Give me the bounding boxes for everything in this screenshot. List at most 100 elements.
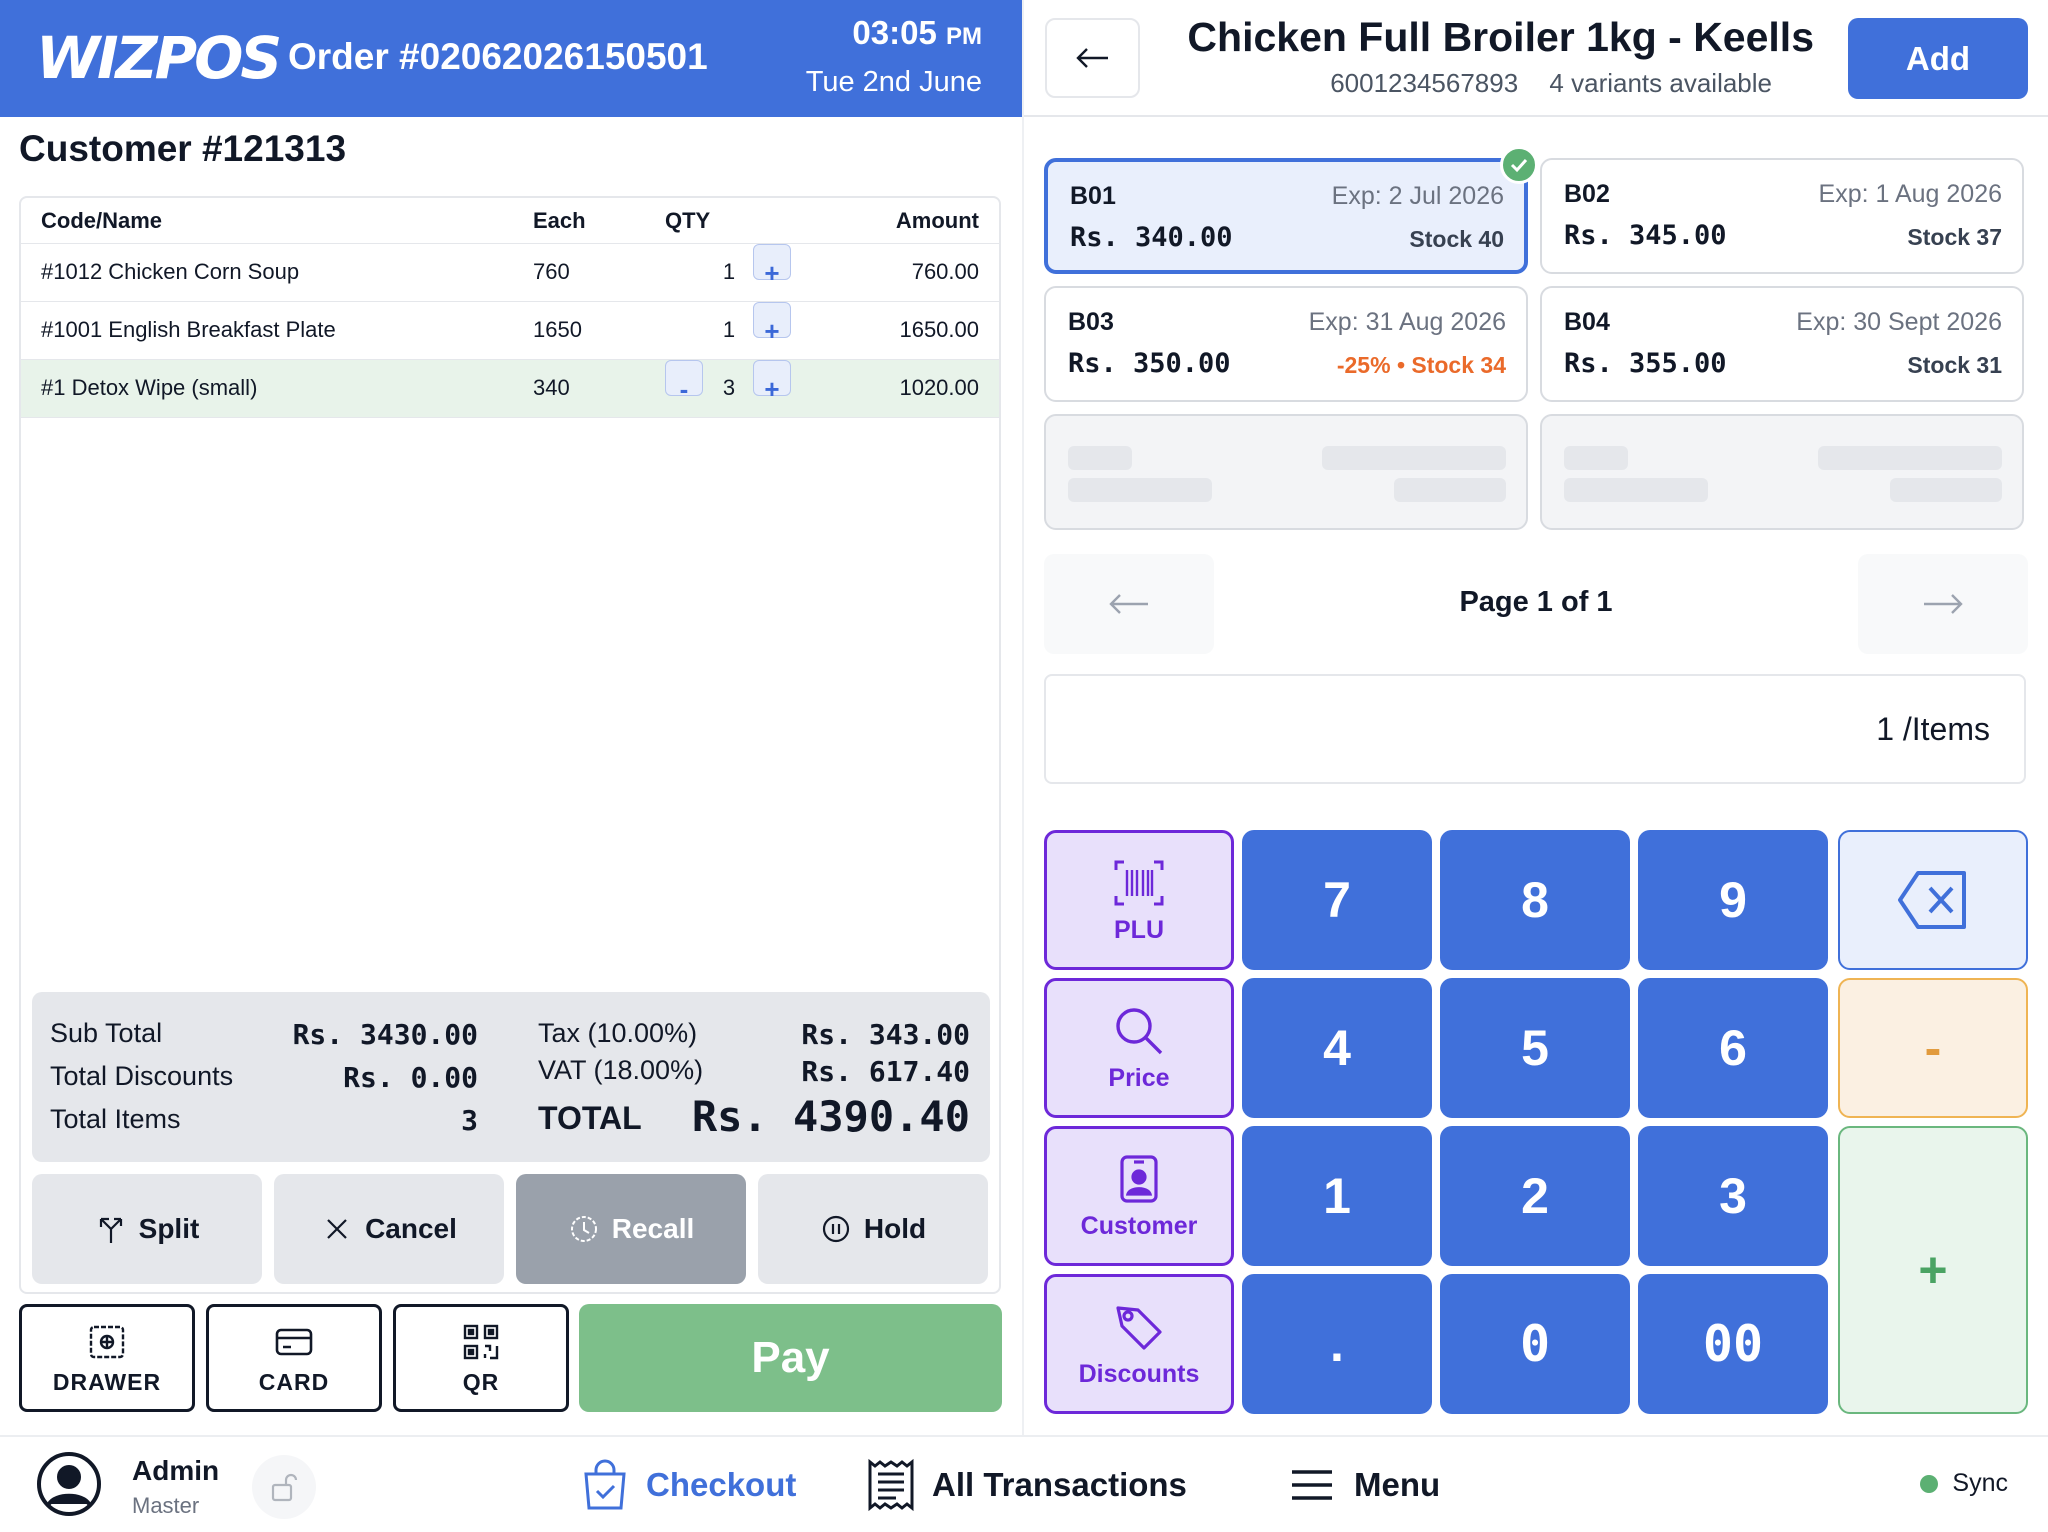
sync-label: Sync	[1952, 1469, 2008, 1497]
cancel-button[interactable]: Cancel	[274, 1174, 504, 1284]
key-8[interactable]: 8	[1440, 830, 1630, 970]
qty-plus-button[interactable]: +	[753, 360, 791, 404]
backspace-icon	[1898, 871, 1966, 929]
key-1[interactable]: 1	[1242, 1126, 1432, 1266]
key-7[interactable]: 7	[1242, 830, 1432, 970]
customer-label: Customer	[1080, 1211, 1198, 1240]
items-label: Total Items	[50, 1104, 181, 1134]
key-2[interactable]: 2	[1440, 1126, 1630, 1266]
item-amount: 760.00	[911, 259, 979, 284]
card-button[interactable]: CARD	[206, 1304, 382, 1412]
clock-icon	[570, 1216, 597, 1242]
id-badge-icon	[1120, 1154, 1158, 1203]
total-value: Rs. 4390.40	[691, 1092, 970, 1141]
recall-label: Recall	[611, 1213, 695, 1244]
split-label: Split	[138, 1213, 200, 1244]
key-00[interactable]: 00	[1638, 1274, 1828, 1414]
key-0[interactable]: 0	[1440, 1274, 1630, 1414]
backspace-button[interactable]	[1838, 830, 2028, 970]
price-button[interactable]: Price	[1044, 978, 1234, 1118]
item-amount: 1650.00	[899, 317, 979, 342]
customer-title[interactable]: Customer #121313	[19, 128, 347, 169]
pay-button[interactable]: Pay	[579, 1304, 1002, 1412]
plus-button[interactable]: +	[1838, 1126, 2028, 1414]
variant-card-b01[interactable]: B01 Exp: 2 Jul 2026 Rs. 340.00 Stock 40	[1044, 158, 1528, 274]
unlock-icon	[271, 1473, 298, 1502]
selected-check-icon	[1500, 146, 1538, 184]
nav-menu[interactable]: Menu	[1286, 1457, 1440, 1513]
drawer-label: DRAWER	[52, 1368, 162, 1395]
sync-status[interactable]: Sync	[1920, 1469, 2008, 1498]
item-each: 760	[533, 259, 570, 284]
variant-expiry: Exp: 2 Jul 2026	[1331, 182, 1504, 210]
minus-button[interactable]: -	[1838, 978, 2028, 1118]
item-qty: 3	[722, 375, 736, 400]
arrow-right-icon	[1924, 594, 1963, 614]
product-panel: Chicken Full Broiler 1kg - Keells 600123…	[1022, 0, 2048, 1435]
order-summary: Sub Total Rs. 3430.00 Total Discounts Rs…	[32, 992, 990, 1162]
variant-card-b03[interactable]: B03 Exp: 31 Aug 2026 Rs. 350.00 -25% • S…	[1044, 286, 1528, 402]
variant-expiry: Exp: 1 Aug 2026	[1818, 180, 2002, 208]
qty-minus-button[interactable]: -	[665, 360, 703, 404]
cart-table: Code/Name Each QTY Amount #1012 Chicken …	[19, 196, 1001, 1294]
item-name: #1 Detox Wipe (small)	[41, 375, 258, 400]
item-qty: 1	[722, 259, 736, 284]
nav-checkout[interactable]: Checkout	[578, 1457, 796, 1513]
split-button[interactable]: Split	[32, 1174, 262, 1284]
item-name: #1012 Chicken Corn Soup	[41, 259, 300, 284]
nav-transactions-label: All Transactions	[932, 1466, 1187, 1503]
nav-menu-label: Menu	[1354, 1466, 1441, 1503]
quantity-display[interactable]: 1 /Items	[1044, 674, 2026, 784]
qr-button[interactable]: QR	[393, 1304, 569, 1412]
qr-code-icon	[463, 1324, 499, 1359]
search-icon	[1116, 1007, 1163, 1054]
cancel-label: Cancel	[365, 1213, 457, 1244]
order-panel: WIZPOS Order #02062026150501 03:05 PM Tu…	[0, 0, 1022, 1435]
variant-price: Rs. 350.00	[1068, 348, 1231, 379]
back-button[interactable]	[1045, 18, 1140, 98]
variant-count: 4 variants available	[1549, 68, 1772, 98]
variant-code: B01	[1070, 182, 1116, 210]
recall-button[interactable]: Recall	[516, 1174, 746, 1284]
plu-button[interactable]: PLU	[1044, 830, 1234, 970]
order-number: Order #02062026150501	[288, 36, 708, 77]
add-button[interactable]: Add	[1848, 18, 2028, 99]
key-9[interactable]: 9	[1638, 830, 1828, 970]
receipt-icon	[868, 1458, 914, 1512]
clock-date: Tue 2nd June	[805, 66, 982, 98]
variant-price: Rs. 355.00	[1564, 348, 1727, 379]
customer-button[interactable]: Customer	[1044, 1126, 1234, 1266]
vat-label: VAT (18.00%)	[538, 1055, 704, 1085]
variant-stock-discount: -25% • Stock 34	[1336, 352, 1506, 378]
cart-row-selected[interactable]: #1 Detox Wipe (small) 340 - 3 + 1020.00	[21, 360, 999, 418]
next-page-button[interactable]	[1858, 554, 2028, 654]
user-name: Admin	[132, 1455, 220, 1486]
variant-card-b02[interactable]: B02 Exp: 1 Aug 2026 Rs. 345.00 Stock 37	[1540, 158, 2024, 274]
key-3[interactable]: 3	[1638, 1126, 1828, 1266]
nav-all-transactions[interactable]: All Transactions	[864, 1457, 1187, 1513]
skeleton-bar	[1564, 478, 1708, 502]
lock-button[interactable]	[252, 1455, 316, 1519]
drawer-button[interactable]: DRAWER	[19, 1304, 195, 1412]
qty-plus-button[interactable]: +	[753, 244, 791, 288]
subtotal-value: Rs. 3430.00	[292, 1018, 478, 1051]
qty-plus-button[interactable]: +	[753, 302, 791, 346]
key-decimal[interactable]: .	[1242, 1274, 1432, 1414]
page-indicator: Page 1 of 1	[1459, 586, 1613, 618]
variant-card-b04[interactable]: B04 Exp: 30 Sept 2026 Rs. 355.00 Stock 3…	[1540, 286, 2024, 402]
tax-value: Rs. 343.00	[801, 1018, 970, 1051]
col-header-name: Code/Name	[41, 208, 163, 233]
price-label: Price	[1108, 1063, 1170, 1092]
cart-row[interactable]: #1001 English Breakfast Plate 1650 1 + 1…	[21, 302, 999, 360]
discounts-button[interactable]: Discounts	[1044, 1274, 1234, 1414]
skeleton-bar	[1564, 446, 1628, 470]
prev-page-button[interactable]	[1044, 554, 1214, 654]
key-4[interactable]: 4	[1242, 978, 1432, 1118]
skeleton-bar	[1068, 446, 1132, 470]
key-5[interactable]: 5	[1440, 978, 1630, 1118]
user-avatar-icon[interactable]	[36, 1451, 102, 1517]
variant-price: Rs. 345.00	[1564, 220, 1727, 251]
cart-row[interactable]: #1012 Chicken Corn Soup 760 1 + 760.00	[21, 244, 999, 302]
key-6[interactable]: 6	[1638, 978, 1828, 1118]
hold-button[interactable]: Hold	[758, 1174, 988, 1284]
